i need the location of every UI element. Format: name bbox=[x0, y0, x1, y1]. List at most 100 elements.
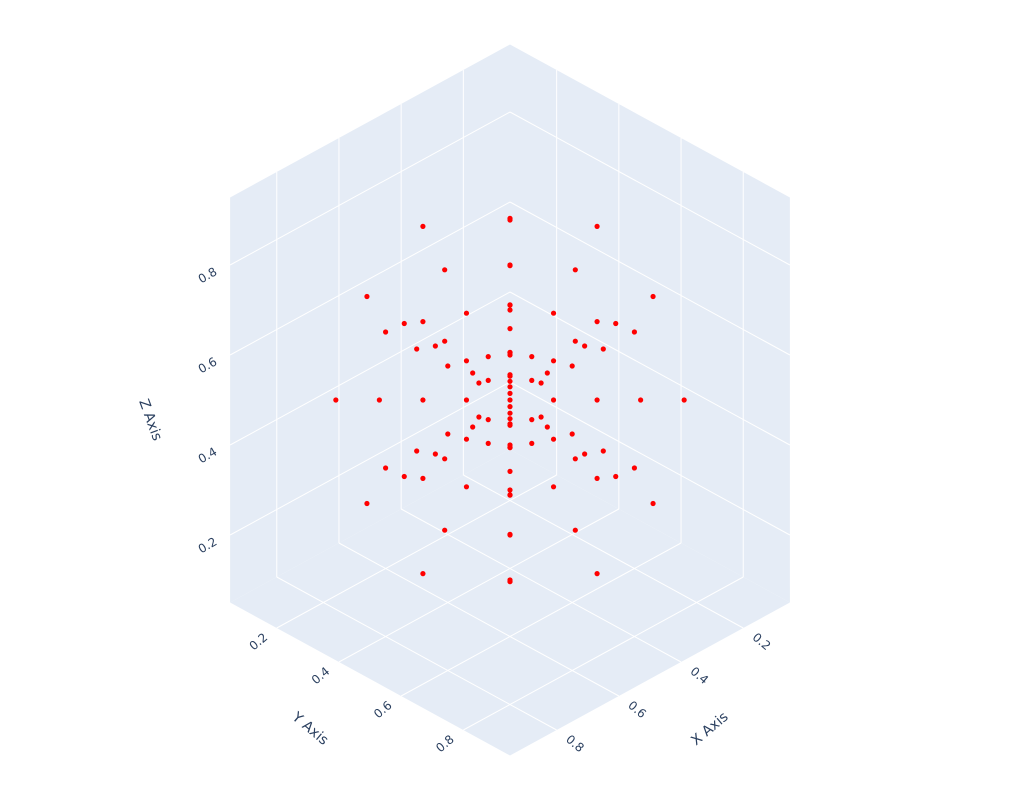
point bbox=[463, 310, 470, 316]
point bbox=[529, 354, 535, 360]
point bbox=[507, 531, 513, 537]
point bbox=[442, 338, 448, 344]
point bbox=[638, 397, 644, 403]
point bbox=[507, 404, 513, 410]
point bbox=[507, 579, 513, 585]
grid-line bbox=[229, 111, 511, 266]
point bbox=[420, 571, 426, 577]
point bbox=[572, 456, 578, 462]
grid-line bbox=[229, 201, 511, 356]
point bbox=[600, 346, 606, 352]
point bbox=[600, 448, 606, 454]
y-tick-label: 0.6 bbox=[371, 698, 395, 721]
point bbox=[364, 293, 370, 300]
point bbox=[631, 329, 638, 335]
point bbox=[529, 377, 535, 383]
point bbox=[463, 436, 470, 442]
point bbox=[364, 500, 370, 507]
point bbox=[507, 468, 513, 474]
grid-line bbox=[509, 291, 791, 446]
point bbox=[432, 451, 438, 457]
grid-line bbox=[509, 201, 791, 356]
point bbox=[485, 417, 491, 423]
point bbox=[442, 267, 448, 273]
x-tick-label: 0.8 bbox=[563, 732, 587, 755]
point bbox=[550, 397, 557, 403]
point bbox=[442, 456, 448, 462]
point bbox=[507, 390, 513, 396]
point bbox=[572, 338, 578, 344]
point bbox=[414, 346, 420, 352]
point bbox=[582, 343, 588, 349]
point bbox=[507, 444, 513, 450]
point bbox=[594, 571, 600, 577]
point bbox=[507, 326, 513, 332]
grid-line bbox=[229, 291, 511, 446]
point bbox=[470, 370, 476, 376]
point bbox=[550, 358, 557, 364]
grid-line bbox=[463, 576, 744, 731]
point bbox=[538, 380, 544, 386]
z-axis-title: Z Axis bbox=[135, 397, 165, 443]
z-tick-label: 0.4 bbox=[196, 445, 220, 467]
x-axis-title: X Axis bbox=[688, 709, 731, 749]
grid-line bbox=[400, 542, 682, 697]
point bbox=[507, 350, 513, 356]
floor bbox=[230, 449, 790, 756]
point bbox=[507, 372, 513, 378]
point bbox=[569, 363, 575, 369]
point bbox=[383, 329, 389, 335]
point bbox=[582, 451, 588, 457]
point bbox=[507, 416, 513, 422]
point bbox=[507, 410, 513, 416]
point bbox=[594, 319, 600, 325]
point bbox=[463, 397, 470, 403]
point bbox=[476, 380, 482, 386]
grid-line bbox=[338, 508, 620, 663]
point bbox=[420, 397, 426, 403]
point bbox=[594, 397, 600, 403]
point bbox=[376, 397, 382, 403]
z-tick-label: 0.8 bbox=[196, 265, 220, 287]
point bbox=[442, 527, 448, 533]
x-tick-label: 0.2 bbox=[750, 630, 774, 653]
point bbox=[507, 302, 513, 308]
point bbox=[529, 417, 535, 423]
y-axis-title: Y Axis bbox=[288, 709, 331, 749]
point bbox=[485, 377, 491, 383]
point bbox=[538, 414, 544, 420]
point bbox=[445, 431, 451, 437]
point bbox=[470, 424, 476, 430]
grid-line bbox=[276, 474, 557, 629]
point bbox=[507, 384, 513, 390]
point bbox=[594, 223, 600, 229]
point bbox=[507, 263, 513, 269]
point bbox=[420, 223, 426, 229]
point bbox=[572, 527, 578, 533]
point bbox=[631, 465, 638, 471]
grid-line bbox=[509, 111, 791, 266]
point bbox=[401, 473, 407, 480]
grid-line bbox=[229, 381, 511, 536]
point bbox=[333, 397, 339, 403]
point bbox=[445, 363, 451, 369]
point bbox=[507, 487, 513, 493]
point bbox=[485, 440, 491, 446]
point bbox=[507, 422, 513, 428]
point bbox=[420, 475, 426, 481]
z-tick-label: 0.2 bbox=[196, 535, 220, 557]
z-tick-label: 0.6 bbox=[196, 355, 220, 377]
point bbox=[572, 267, 578, 273]
y-tick-label: 0.4 bbox=[309, 664, 333, 687]
point bbox=[507, 492, 513, 498]
back-wall-right bbox=[510, 44, 790, 603]
point bbox=[463, 484, 470, 490]
x-tick-label: 0.4 bbox=[688, 664, 712, 687]
point bbox=[432, 343, 438, 349]
point bbox=[507, 307, 513, 313]
point bbox=[485, 354, 491, 360]
point bbox=[594, 475, 600, 481]
point bbox=[529, 440, 535, 446]
y-tick-label: 0.8 bbox=[433, 732, 457, 755]
point bbox=[463, 358, 470, 364]
